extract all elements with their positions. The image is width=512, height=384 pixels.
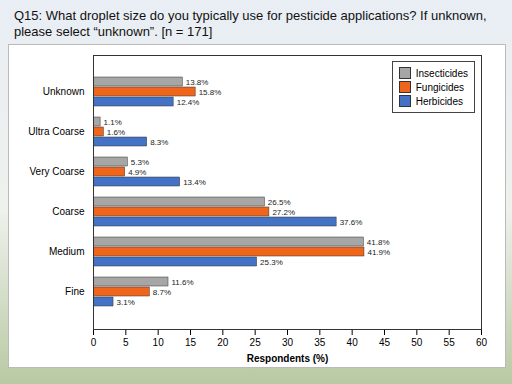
svg-text:Unknown: Unknown [43, 86, 85, 97]
svg-text:55: 55 [444, 337, 456, 348]
svg-text:25.3%: 25.3% [260, 258, 283, 267]
svg-text:20: 20 [217, 337, 229, 348]
svg-text:15: 15 [185, 337, 197, 348]
svg-text:35: 35 [314, 337, 326, 348]
svg-text:Ultra Coarse: Ultra Coarse [28, 126, 85, 137]
svg-text:0: 0 [91, 337, 97, 348]
svg-text:8.7%: 8.7% [153, 288, 171, 297]
svg-text:Very Coarse: Very Coarse [29, 166, 84, 177]
svg-text:60: 60 [476, 337, 488, 348]
html-text:Q15: What droplet size do you: Q15: What droplet size do you typically … [14, 8, 487, 39]
html-text:Fungicides: Fungicides [415, 81, 465, 93]
svg-text:40: 40 [347, 337, 359, 348]
svg-text:41.9%: 41.9% [367, 248, 390, 257]
svg-text:12.4%: 12.4% [177, 98, 200, 107]
svg-text:5: 5 [123, 337, 129, 348]
svg-text:3.1%: 3.1% [117, 298, 135, 307]
html-text:Herbicides: Herbicides [415, 95, 463, 107]
svg-text:45: 45 [379, 337, 391, 348]
svg-text:13.4%: 13.4% [183, 178, 206, 187]
svg-text:1.6%: 1.6% [107, 128, 125, 137]
svg-text:Respondents (%): Respondents (%) [247, 353, 329, 364]
svg-text:5.3%: 5.3% [131, 158, 149, 167]
svg-text:Coarse: Coarse [52, 206, 85, 217]
svg-text:8.3%: 8.3% [150, 138, 168, 147]
svg-text:11.6%: 11.6% [172, 278, 194, 287]
svg-text:Fine: Fine [65, 286, 85, 297]
svg-text:26.5%: 26.5% [268, 198, 291, 207]
svg-text:41.8%: 41.8% [367, 238, 390, 247]
svg-text:25: 25 [250, 337, 262, 348]
svg-text:4.9%: 4.9% [128, 168, 146, 177]
svg-text:15.8%: 15.8% [199, 88, 222, 97]
svg-text:27.2%: 27.2% [272, 208, 295, 217]
svg-text:30: 30 [282, 337, 294, 348]
svg-text:50: 50 [411, 337, 423, 348]
svg-text:37.6%: 37.6% [340, 218, 363, 227]
svg-text:10: 10 [153, 337, 165, 348]
svg-text:13.8%: 13.8% [186, 78, 209, 87]
svg-text:1.1%: 1.1% [104, 118, 122, 127]
html-text:Insecticides: Insecticides [415, 67, 468, 79]
svg-text:Medium: Medium [49, 246, 85, 257]
